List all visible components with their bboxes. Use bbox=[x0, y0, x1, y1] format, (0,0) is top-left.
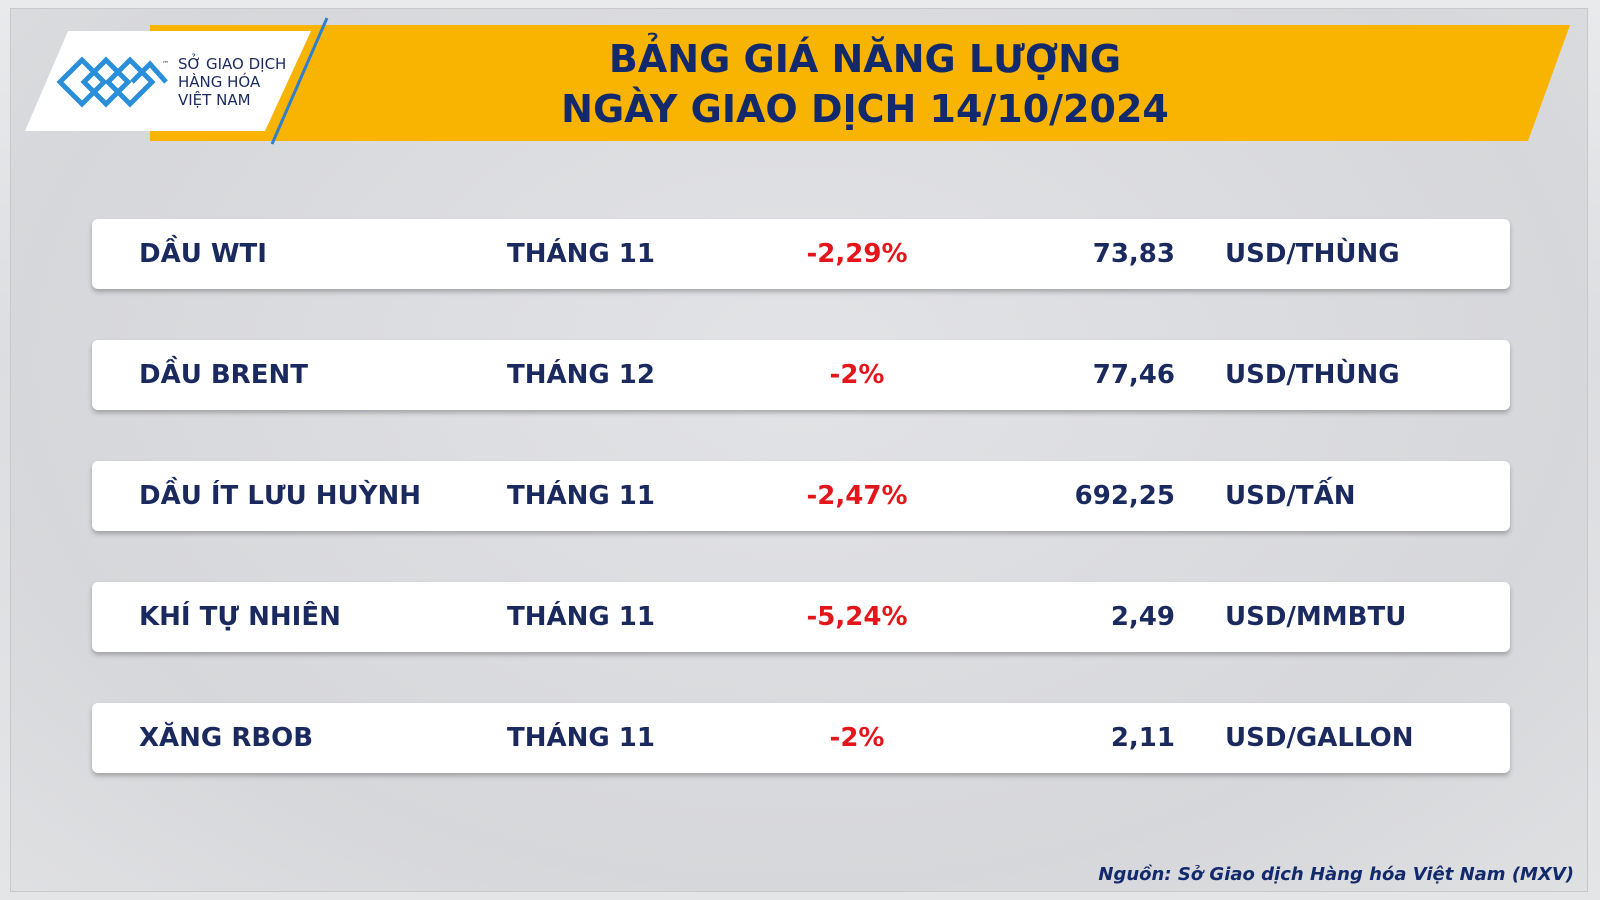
table-row: DẦU WTI THÁNG 11 -2,29% 73,83 USD/THÙNG bbox=[92, 219, 1510, 289]
title-line: NGÀY GIAO DỊCH 14/10/2024 bbox=[561, 87, 1169, 131]
source: Nguồn: Sở Giao dịch Hàng hóa Việt Nam (M… bbox=[1098, 864, 1574, 885]
logo-tm: ™ bbox=[162, 60, 169, 68]
table-row: DẦU BRENT THÁNG 12 -2% 77,46 USD/THÙNG bbox=[92, 340, 1510, 410]
logo-text: HÀNG HÓA bbox=[178, 73, 261, 91]
change: -2% bbox=[829, 360, 885, 390]
price: 73,83 bbox=[1092, 239, 1175, 269]
table-row: DẦU ÍT LƯU HUỲNH THÁNG 11 -2,47% 692,25 USD/… bbox=[92, 461, 1510, 531]
contract-month: THÁNG 11 bbox=[507, 481, 655, 511]
commodity: DẦU WTI bbox=[139, 239, 267, 269]
unit: USD/THÙNG bbox=[1225, 239, 1400, 269]
unit: USD/GALLON bbox=[1225, 723, 1414, 753]
header-graphics bbox=[25, 17, 1570, 145]
commodity: DẦU ÍT LƯU HUỲNH bbox=[139, 481, 422, 511]
contract-month: THÁNG 11 bbox=[507, 239, 655, 269]
table-row: XĂNG RBOB THÁNG 11 -2% 2,11 USD/GALLON bbox=[92, 703, 1510, 773]
accent-line bbox=[270, 17, 329, 145]
contract-month: THÁNG 11 bbox=[507, 723, 655, 753]
change: -2% bbox=[829, 723, 885, 753]
commodity: XĂNG RBOB bbox=[139, 723, 314, 753]
logo-icon bbox=[56, 56, 168, 108]
title: BẢNG GIÁ NĂNG LƯỢNG NGÀY GIAO DỊCH 14/10… bbox=[330, 34, 1400, 134]
logo-text: VIỆT NAM bbox=[178, 91, 251, 109]
price: 2,49 bbox=[1110, 602, 1175, 632]
title-line: BẢNG GIÁ NĂNG LƯỢNG bbox=[608, 37, 1122, 81]
price: 2,11 bbox=[1110, 723, 1175, 753]
table-row: KHÍ TỰ NHIÊN THÁNG 11 -5,24% 2,49 USD/MMBTU bbox=[92, 582, 1510, 652]
price: 692,25 bbox=[1074, 481, 1175, 511]
logo-panel bbox=[25, 31, 311, 131]
price: 77,46 bbox=[1092, 360, 1175, 390]
commodity: KHÍ TỰ NHIÊN bbox=[139, 602, 341, 632]
logo-text: SỞ GIAO DỊCH bbox=[178, 55, 287, 73]
unit: USD/TẤN bbox=[1225, 481, 1356, 511]
header-banner bbox=[150, 25, 1570, 141]
contract-month: THÁNG 12 bbox=[507, 360, 655, 390]
change: -2,47% bbox=[806, 481, 908, 511]
change: -5,24% bbox=[806, 602, 908, 632]
contract-month: THÁNG 11 bbox=[507, 602, 655, 632]
unit: USD/THÙNG bbox=[1225, 360, 1400, 390]
change: -2,29% bbox=[806, 239, 908, 269]
unit: USD/MMBTU bbox=[1225, 602, 1407, 632]
commodity: DẦU BRENT bbox=[139, 360, 308, 390]
